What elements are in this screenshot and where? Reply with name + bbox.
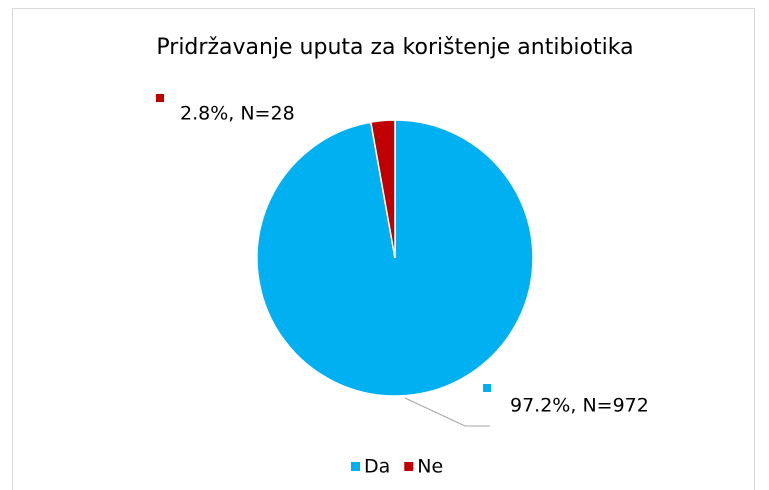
pie-slice — [369, 119, 396, 259]
legend-label: Ne — [417, 456, 443, 478]
chart-title: Pridržavanje uputa za korištenje antibio… — [156, 35, 633, 60]
legend-key — [404, 462, 414, 471]
data-label: 2.8%, N=28 — [180, 103, 295, 125]
label-key — [156, 94, 164, 102]
legend-key — [351, 462, 360, 471]
label-key — [483, 384, 491, 392]
data-label: 97.2%, N=972 — [510, 395, 649, 417]
legend-label: Da — [364, 456, 390, 478]
leader-line — [404, 397, 490, 427]
